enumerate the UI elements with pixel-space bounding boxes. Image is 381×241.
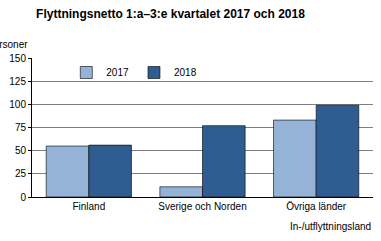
svg-text:0: 0 [20, 192, 26, 203]
svg-text:Sverige och Norden: Sverige och Norden [158, 201, 246, 212]
svg-text:75: 75 [15, 122, 27, 133]
svg-text:125: 125 [9, 76, 26, 87]
svg-text:25: 25 [15, 168, 27, 179]
svg-text:2018: 2018 [174, 67, 197, 78]
svg-text:In-/utflyttningsland: In-/utflyttningsland [290, 221, 371, 232]
svg-text:150: 150 [9, 53, 26, 64]
svg-text:Flyttningsnetto 1:a–3:e kvarta: Flyttningsnetto 1:a–3:e kvartalet 2017 o… [36, 7, 305, 21]
svg-text:2017: 2017 [106, 67, 129, 78]
svg-text:Finland: Finland [72, 201, 105, 212]
svg-text:100: 100 [9, 99, 26, 110]
svg-text:50: 50 [15, 145, 27, 156]
svg-text:Personer: Personer [0, 39, 28, 50]
svg-text:Övriga länder: Övriga länder [286, 201, 347, 212]
